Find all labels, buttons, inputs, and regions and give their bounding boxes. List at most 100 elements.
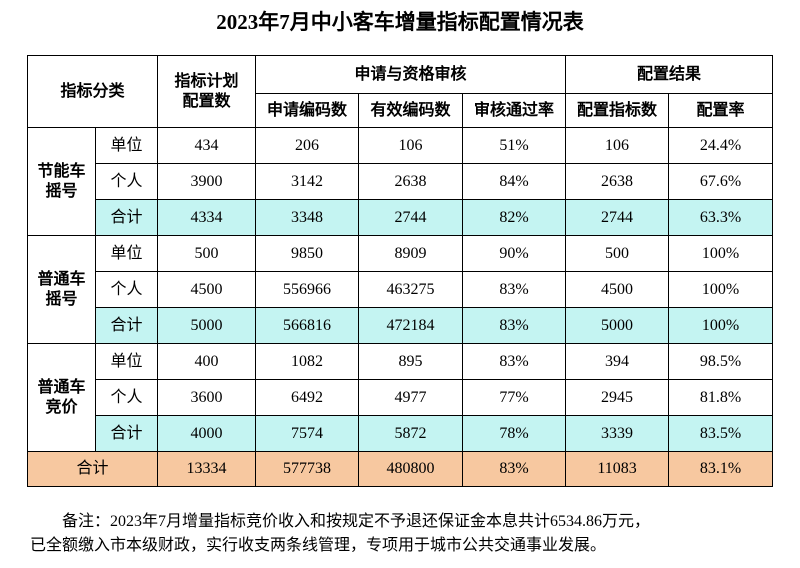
cell: 78% — [462, 415, 567, 452]
cell: 6492 — [255, 379, 360, 416]
cell: 83.5% — [668, 415, 774, 452]
cell: 4977 — [358, 379, 464, 416]
cell: 24.4% — [668, 127, 774, 164]
header-row: 指标分类 指标计划 配置数 申请与资格审核 配置结果 — [26, 55, 774, 128]
cell: 100% — [668, 271, 774, 308]
cell: 单位 — [94, 127, 159, 164]
cell: 个人 — [94, 163, 159, 200]
group-label: 普通车 摇号 — [27, 235, 96, 344]
text-line: 节能车 — [37, 162, 86, 180]
data-row: 节能车 摇号 单位 434 206 106 51% 106 24.4% — [27, 127, 774, 236]
cell: 83% — [462, 271, 567, 308]
data-row: 个人 3900 3142 2638 84% 2638 67.6% — [28, 163, 774, 200]
cell: 2638 — [565, 163, 670, 200]
header-cell: 申请与资格审核 — [255, 55, 567, 94]
text-line: 竞价 — [45, 398, 78, 416]
cell: 单位 — [94, 235, 159, 272]
cell: 5000 — [157, 307, 257, 344]
data-row: 个人 3600 6492 4977 77% 2945 81.8% — [28, 379, 774, 416]
data-row: 普通车 摇号 单位 500 9850 8909 90% 500 100% — [27, 235, 774, 344]
cell: 83% — [462, 451, 567, 487]
cell: 463275 — [358, 271, 464, 308]
cell: 4500 — [157, 271, 257, 308]
cell: 63.3% — [668, 199, 774, 236]
header-cell: 有效编码数 — [358, 93, 464, 128]
group-label: 节能车 摇号 — [27, 127, 96, 236]
cell: 434 — [157, 127, 257, 164]
header-cell: 配置指标数 — [565, 93, 670, 128]
group-label: 普通车 竞价 — [27, 343, 96, 452]
cell: 100% — [668, 307, 774, 344]
cell: 合计 — [26, 451, 159, 487]
data-row: 普通车 竞价 单位 400 1082 895 83% 394 98.5% — [27, 343, 774, 452]
cell: 400 — [157, 343, 257, 380]
cell: 11083 — [565, 451, 670, 487]
text-line: 指标计划 — [174, 72, 239, 90]
total-row: 合计 13334 577738 480800 83% 11083 83.1% — [26, 451, 774, 487]
cell: 82% — [462, 199, 567, 236]
data-row: 个人 4500 556966 463275 83% 4500 100% — [28, 271, 774, 308]
text-line: 普通车 — [37, 378, 86, 396]
header-cell: 配置率 — [668, 93, 774, 128]
cell: 67.6% — [668, 163, 774, 200]
header-cell: 指标分类 — [26, 55, 159, 128]
cell: 2744 — [358, 199, 464, 236]
cell: 577738 — [255, 451, 360, 487]
title: 2023年7月中小客车增量指标配置情况表 — [216, 10, 584, 34]
cell: 51% — [462, 127, 567, 164]
header-cell: 审核通过率 — [462, 93, 567, 128]
cell: 2945 — [565, 379, 670, 416]
cell: 500 — [565, 235, 670, 272]
note: 备注：2023年7月增量指标竞价收入和按规定不予退还保证金本息共计6534.86… — [30, 510, 780, 558]
data-row: 合计 4000 7574 5872 78% 3339 83.5% — [28, 415, 774, 452]
text-line: 摇号 — [45, 290, 78, 308]
cell: 394 — [565, 343, 670, 380]
cell: 480800 — [358, 451, 464, 487]
cell: 81.8% — [668, 379, 774, 416]
text-line: 配置数 — [182, 92, 231, 110]
cell: 895 — [358, 343, 464, 380]
cell: 566816 — [255, 307, 360, 344]
text-line: 普通车 — [37, 270, 86, 288]
cell: 合计 — [94, 307, 159, 344]
cell: 83% — [462, 307, 567, 344]
cell: 合计 — [94, 415, 159, 452]
cell: 2744 — [565, 199, 670, 236]
cell: 7574 — [255, 415, 360, 452]
cell: 3600 — [157, 379, 257, 416]
cell: 100% — [668, 235, 774, 272]
note-line: 已全额缴入市本级财政，实行收支两条线管理，专项用于城市公共交通事业发展。 — [30, 537, 607, 554]
header-cell: 指标计划 配置数 — [157, 55, 257, 128]
cell: 77% — [462, 379, 567, 416]
cell: 500 — [157, 235, 257, 272]
cell: 83% — [462, 343, 567, 380]
cell: 3142 — [255, 163, 360, 200]
header-cell: 配置结果 — [565, 55, 774, 94]
cell: 4000 — [157, 415, 257, 452]
cell: 13334 — [157, 451, 257, 487]
cell: 4334 — [157, 199, 257, 236]
cell: 83.1% — [668, 451, 774, 487]
cell: 206 — [255, 127, 360, 164]
data-row: 合计 4334 3348 2744 82% 2744 63.3% — [28, 199, 774, 236]
header-cell: 申请编码数 — [255, 93, 360, 128]
cell: 472184 — [358, 307, 464, 344]
cell: 5000 — [565, 307, 670, 344]
cell: 3339 — [565, 415, 670, 452]
cell: 90% — [462, 235, 567, 272]
data-row: 合计 5000 566816 472184 83% 5000 100% — [28, 307, 774, 344]
cell: 556966 — [255, 271, 360, 308]
cell: 98.5% — [668, 343, 774, 380]
table: 指标分类 指标计划 配置数 申请与资格审核 配置结果 申请编码数 有效编码数 审核通过率 配置指… — [26, 55, 774, 487]
cell: 106 — [358, 127, 464, 164]
cell: 3348 — [255, 199, 360, 236]
note-line: 备注：2023年7月增量指标竞价收入和按规定不予退还保证金本息共计6534.86… — [62, 513, 651, 530]
cell: 个人 — [94, 379, 159, 416]
cell: 84% — [462, 163, 567, 200]
header-row: 申请编码数 有效编码数 审核通过率 配置指标数 配置率 — [28, 93, 774, 128]
cell: 9850 — [255, 235, 360, 272]
cell: 5872 — [358, 415, 464, 452]
cell: 合计 — [94, 199, 159, 236]
cell: 8909 — [358, 235, 464, 272]
